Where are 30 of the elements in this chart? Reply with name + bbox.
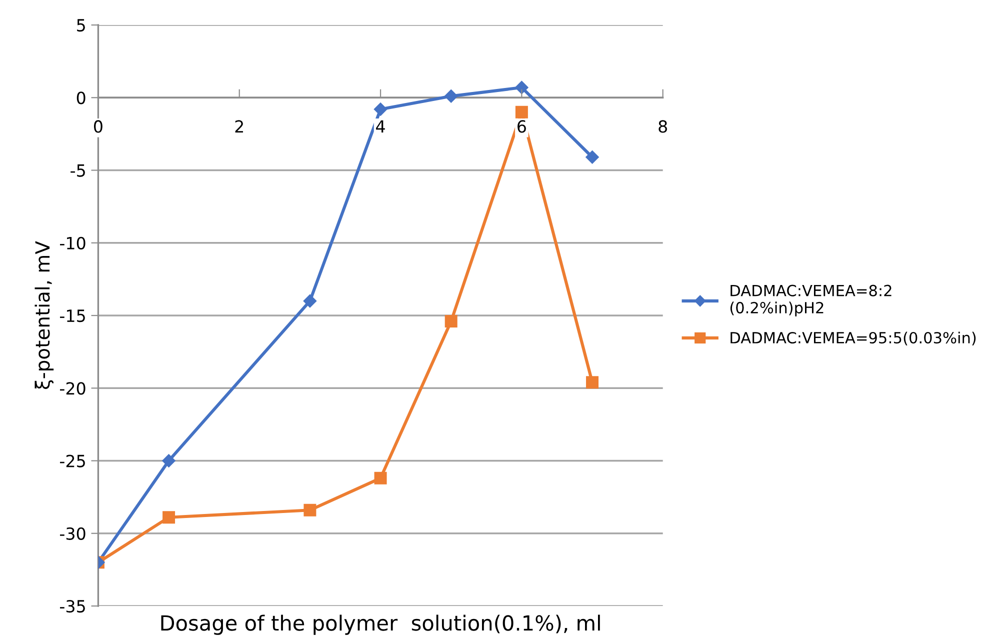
point <box>162 511 176 524</box>
y-tick-label: -25 <box>60 454 85 468</box>
point <box>444 90 458 103</box>
legend-label: DADMAC:VEMEA=8:2 (0.2%in)pH2 <box>730 284 892 316</box>
x-axis-title: Dosage of the polymer solution(0.1%), ml <box>161 614 600 635</box>
point <box>444 315 458 328</box>
y-tick-label: -20 <box>60 382 86 395</box>
point <box>162 454 176 468</box>
y-tick-label: -30 <box>60 527 86 540</box>
y-tick-label: -15 <box>60 310 85 322</box>
y-tick-label: 0 <box>76 92 86 104</box>
point <box>374 472 387 484</box>
x-tick-label: 2 <box>235 120 243 133</box>
point <box>374 102 388 116</box>
point <box>515 80 528 94</box>
x-tick-label: 0 <box>94 120 102 133</box>
x-tick-label: 8 <box>658 120 668 133</box>
y-tick-label: -10 <box>60 236 86 250</box>
point <box>586 376 599 389</box>
legend-label: DADMAC:VEMEA=95:5(0.03%in) <box>730 332 976 346</box>
point <box>586 150 599 164</box>
point <box>304 504 316 516</box>
y-tick-label: 5 <box>77 19 85 32</box>
point <box>515 106 528 118</box>
y-tick-label: -5 <box>70 164 85 177</box>
x-tick-label: 6 <box>518 120 526 133</box>
point <box>303 294 317 308</box>
x-tick-label: 4 <box>376 120 385 133</box>
y-tick-label: -35 <box>60 600 85 613</box>
y-axis-title: ξ-potential, mV <box>34 241 54 389</box>
